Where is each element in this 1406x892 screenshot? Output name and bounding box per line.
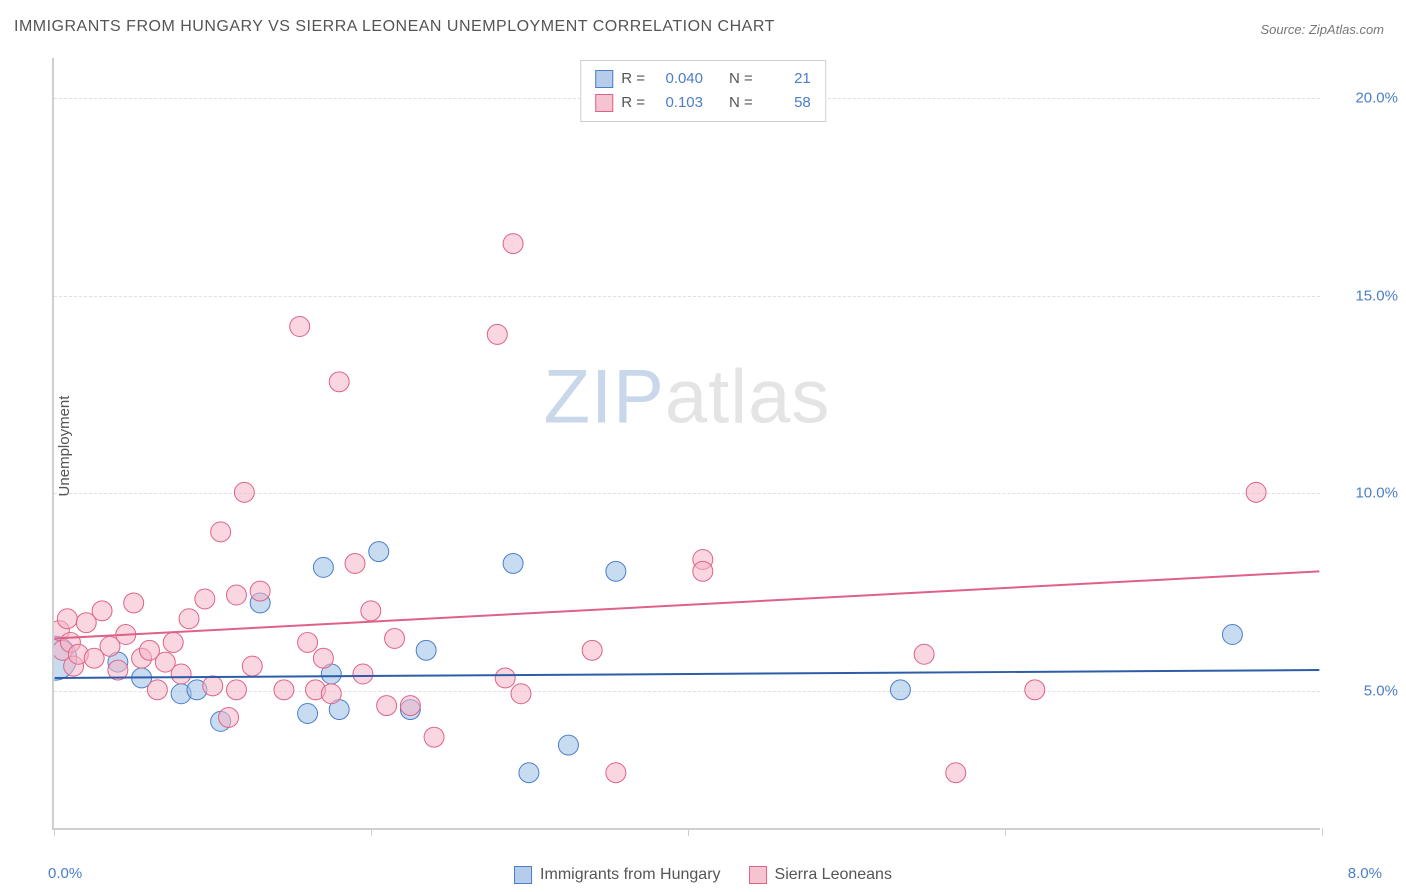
data-point-sierra (946, 763, 966, 783)
data-point-sierra (424, 727, 444, 747)
data-point-hungary (369, 542, 389, 562)
legend-label-sierra: Sierra Leoneans (775, 866, 892, 884)
data-point-sierra (57, 609, 77, 629)
x-tick-max: 8.0% (1348, 865, 1382, 882)
data-point-sierra (503, 234, 523, 254)
data-point-sierra (234, 482, 254, 502)
r-label: R = (621, 67, 645, 91)
data-point-hungary (519, 763, 539, 783)
trend-line-sierra (55, 571, 1320, 638)
data-point-sierra (226, 680, 246, 700)
data-point-sierra (250, 581, 270, 601)
data-point-sierra (1025, 680, 1045, 700)
legend-series: Immigrants from Hungary Sierra Leoneans (514, 866, 892, 884)
chart-title: IMMIGRANTS FROM HUNGARY VS SIERRA LEONEA… (14, 18, 775, 36)
data-point-sierra (242, 656, 262, 676)
data-point-sierra (179, 609, 199, 629)
swatch-sierra (749, 866, 767, 884)
chart-svg (54, 58, 1320, 828)
x-tick-min: 0.0% (48, 865, 82, 882)
n-label: N = (729, 67, 753, 91)
data-point-sierra (92, 601, 112, 621)
data-point-hungary (313, 557, 333, 577)
legend-label-hungary: Immigrants from Hungary (540, 866, 721, 884)
x-tick (1005, 828, 1006, 836)
r-value-hungary: 0.040 (653, 67, 703, 91)
swatch-sierra (595, 94, 613, 112)
data-point-sierra (606, 763, 626, 783)
source-attribution: Source: ZipAtlas.com (1260, 22, 1384, 37)
r-value-sierra: 0.103 (653, 91, 703, 115)
data-point-sierra (487, 324, 507, 344)
x-tick (1322, 828, 1323, 836)
data-point-hungary (558, 735, 578, 755)
n-label: N = (729, 91, 753, 115)
x-tick (54, 828, 55, 836)
data-point-sierra (321, 684, 341, 704)
data-point-sierra (385, 628, 405, 648)
data-point-sierra (914, 644, 934, 664)
data-point-sierra (361, 601, 381, 621)
swatch-hungary (595, 70, 613, 88)
x-tick (371, 828, 372, 836)
data-point-hungary (606, 561, 626, 581)
y-tick-label: 5.0% (1364, 683, 1398, 700)
data-point-sierra (195, 589, 215, 609)
data-point-sierra (171, 664, 191, 684)
data-point-hungary (298, 704, 318, 724)
data-point-sierra (219, 707, 239, 727)
data-point-sierra (211, 522, 231, 542)
data-point-hungary (416, 640, 436, 660)
legend-stats-row-hungary: R = 0.040 N = 21 (595, 67, 811, 91)
y-tick-label: 20.0% (1355, 89, 1398, 106)
y-tick-label: 15.0% (1355, 287, 1398, 304)
swatch-hungary (514, 866, 532, 884)
legend-item-hungary: Immigrants from Hungary (514, 866, 721, 884)
legend-item-sierra: Sierra Leoneans (749, 866, 892, 884)
data-point-hungary (890, 680, 910, 700)
r-label: R = (621, 91, 645, 115)
data-point-sierra (163, 632, 183, 652)
data-point-sierra (495, 668, 515, 688)
y-tick-label: 10.0% (1355, 485, 1398, 502)
data-point-sierra (377, 696, 397, 716)
data-point-sierra (511, 684, 531, 704)
n-value-hungary: 21 (761, 67, 811, 91)
x-tick (688, 828, 689, 836)
plot-area: ZIPatlas (52, 58, 1320, 830)
data-point-hungary (1222, 625, 1242, 645)
data-point-hungary (503, 553, 523, 573)
data-point-sierra (124, 593, 144, 613)
data-point-sierra (290, 317, 310, 337)
data-point-sierra (582, 640, 602, 660)
n-value-sierra: 58 (761, 91, 811, 115)
data-point-sierra (400, 696, 420, 716)
data-point-sierra (203, 676, 223, 696)
data-point-sierra (329, 372, 349, 392)
data-point-sierra (693, 561, 713, 581)
legend-stats-row-sierra: R = 0.103 N = 58 (595, 91, 811, 115)
data-point-sierra (147, 680, 167, 700)
legend-stats: R = 0.040 N = 21 R = 0.103 N = 58 (580, 60, 826, 122)
data-point-sierra (313, 648, 333, 668)
data-point-sierra (1246, 482, 1266, 502)
data-point-sierra (226, 585, 246, 605)
data-point-sierra (345, 553, 365, 573)
data-point-sierra (353, 664, 373, 684)
data-point-sierra (298, 632, 318, 652)
data-point-sierra (274, 680, 294, 700)
